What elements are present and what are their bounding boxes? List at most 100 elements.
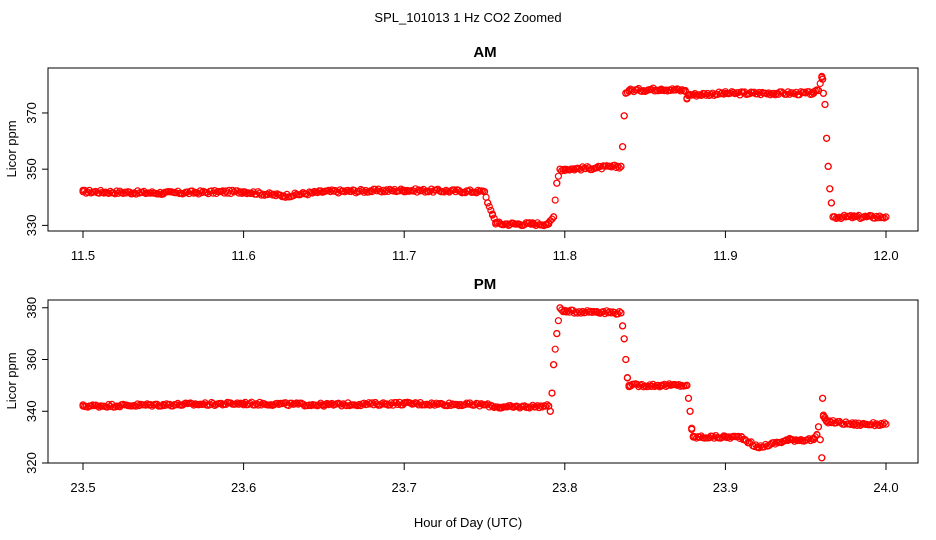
pm-data-point [814, 423, 823, 431]
pm-data-point [400, 399, 408, 408]
am-data-point [618, 143, 627, 151]
pm-data-point [686, 407, 694, 415]
pm-ylabel: Licor ppm [4, 352, 19, 409]
pm-data-point [294, 400, 302, 408]
am-data-point [196, 187, 204, 195]
am-data-point [824, 162, 832, 170]
pm-data-point [368, 399, 376, 407]
pm-y-tick-label: 340 [24, 400, 39, 422]
am-ylabel: Licor ppm [4, 120, 19, 177]
am-data-point [488, 210, 497, 218]
am-data-point [561, 165, 569, 173]
pm-data-point [737, 433, 746, 441]
pm-data-point [471, 401, 479, 409]
pm-data-point [721, 433, 730, 441]
pm-data-point [657, 381, 665, 389]
pm-data-point [818, 454, 826, 462]
pm-data-point [320, 401, 328, 409]
am-x-tick-label: 12.0 [873, 248, 898, 263]
am-data-point [822, 134, 831, 142]
pm-y-tick-label: 320 [24, 452, 39, 474]
pm-data-point [553, 330, 561, 338]
am-data-point [612, 163, 620, 172]
pm-data-point [338, 402, 346, 410]
am-data-point [551, 196, 559, 204]
pm-data-point [620, 335, 628, 343]
am-data-point [657, 85, 665, 93]
pm-data-point [439, 400, 447, 408]
pm-data-point [382, 400, 391, 408]
pm-data-point [684, 394, 693, 402]
pm-x-tick-label: 23.6 [231, 480, 256, 495]
am-data-point [545, 220, 553, 228]
am-x-tick-label: 11.7 [392, 248, 416, 263]
am-x-tick-label: 11.5 [71, 248, 95, 263]
pm-y-axis: 320 340 360 380 [24, 297, 49, 474]
am-data-point [826, 185, 834, 193]
pm-y-tick-label: 360 [24, 349, 39, 371]
am-data-point [882, 213, 890, 221]
pm-data-point [822, 418, 831, 426]
figure-suptitle: SPL_101013 1 Hz CO2 Zoomed [374, 10, 561, 25]
am-data-point [880, 214, 889, 222]
am-data-point [485, 203, 493, 211]
am-data-point [382, 186, 391, 194]
am-y-tick-label: 350 [24, 158, 39, 180]
am-data-point [790, 90, 799, 98]
am-data-point [593, 164, 601, 172]
pm-data-point [683, 381, 691, 389]
am-y-tick-label: 370 [24, 102, 39, 124]
am-data-point [497, 220, 505, 228]
pm-data-point [675, 381, 683, 389]
pm-data-point [556, 304, 564, 312]
pm-data-point [373, 400, 381, 408]
am-data-point [248, 189, 256, 197]
am-data-point [676, 87, 685, 95]
am-data-point [440, 188, 448, 196]
am-data-point [228, 186, 236, 194]
pm-data-point [593, 308, 601, 316]
pm-data-point [561, 308, 569, 316]
pm-data-point [618, 322, 627, 330]
am-x-tick-label: 11.6 [231, 248, 255, 263]
pm-data-point [455, 402, 463, 410]
pm-data-point [623, 374, 632, 382]
am-y-axis: 330 350 370 [24, 102, 49, 237]
am-data-point [704, 89, 712, 98]
am-data-point [689, 91, 697, 99]
pm-data-point [826, 418, 834, 426]
am-y-tick-label: 330 [24, 215, 39, 237]
am-data-point [702, 91, 710, 99]
am-x-axis: 11.5 11.6 11.7 11.8 11.9 12.0 [71, 230, 899, 263]
am-data-point [280, 192, 288, 200]
pm-data-point [606, 308, 614, 316]
am-x-tick-label: 11.8 [553, 248, 577, 263]
pm-data-point [850, 420, 858, 428]
am-data-point [320, 188, 328, 196]
am-data-point [769, 89, 778, 97]
am-data-point [172, 189, 180, 197]
am-data-point [358, 187, 366, 195]
pm-data-point [159, 401, 167, 409]
am-data-point [309, 189, 317, 197]
pm-data-point [832, 419, 840, 427]
am-data-point [553, 179, 561, 187]
am-data-point [529, 220, 537, 228]
am-data-point [821, 100, 829, 109]
pm-data-point [548, 389, 556, 397]
pm-data-point [882, 420, 890, 428]
am-data-point [154, 190, 163, 198]
am-data-point [492, 219, 500, 227]
pm-data-point [622, 355, 630, 364]
pm-data-point [551, 345, 559, 353]
pm-data-point [410, 400, 418, 408]
am-data-point [487, 206, 495, 214]
am-data-point [620, 112, 628, 120]
am-data-point [729, 88, 738, 97]
am-data-point [617, 162, 625, 170]
am-data-point [667, 86, 675, 95]
am-data-point [818, 75, 827, 83]
am-x-tick-label: 11.9 [713, 248, 737, 263]
